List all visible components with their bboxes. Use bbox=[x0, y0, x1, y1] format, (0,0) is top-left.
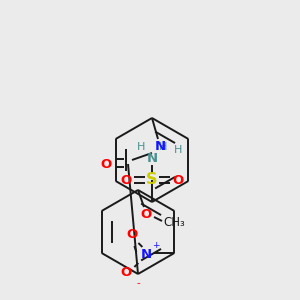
Text: N: N bbox=[146, 152, 158, 164]
Text: N: N bbox=[154, 140, 166, 152]
Text: +: + bbox=[152, 242, 159, 250]
Text: O: O bbox=[172, 173, 184, 187]
Text: O: O bbox=[120, 173, 132, 187]
Text: O: O bbox=[127, 229, 138, 242]
Text: O: O bbox=[121, 266, 132, 280]
Text: -: - bbox=[136, 278, 140, 288]
Text: H: H bbox=[137, 142, 145, 152]
Text: O: O bbox=[100, 158, 112, 170]
Text: N: N bbox=[141, 248, 152, 262]
Text: S: S bbox=[146, 172, 158, 188]
Text: O: O bbox=[140, 208, 152, 221]
Text: CH₃: CH₃ bbox=[163, 217, 185, 230]
Text: H: H bbox=[159, 142, 167, 152]
Text: H: H bbox=[174, 145, 182, 155]
